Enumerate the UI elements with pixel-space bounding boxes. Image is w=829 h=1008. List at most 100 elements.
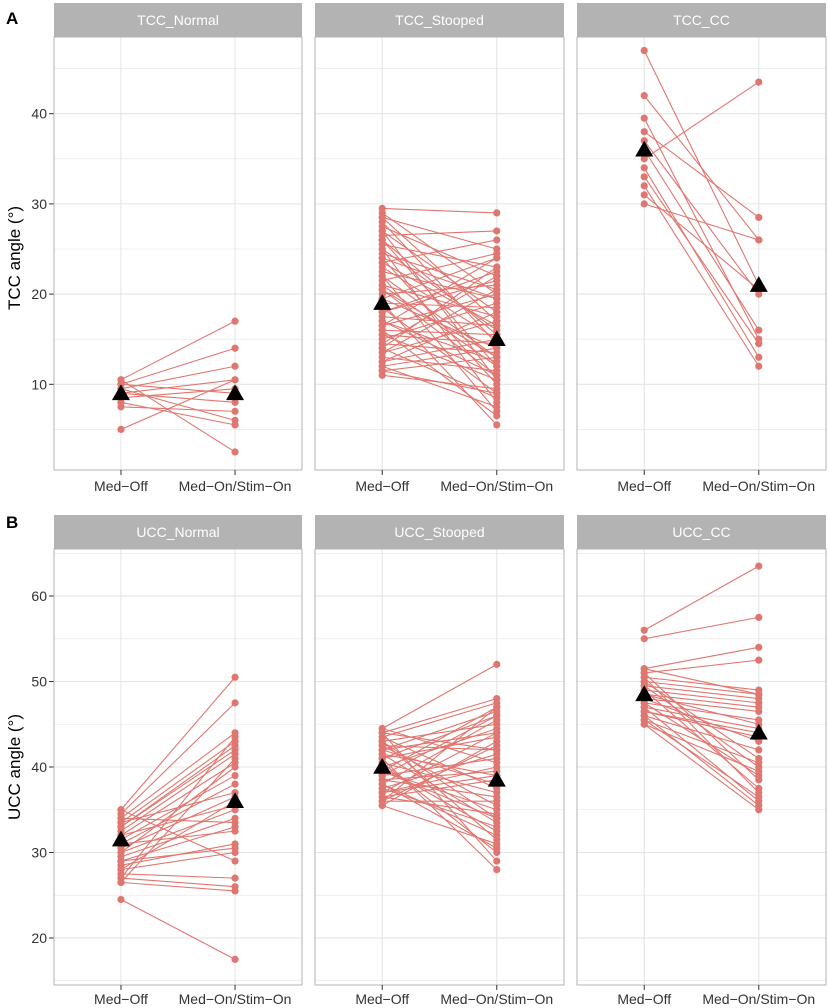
point-med-on-stim-on xyxy=(231,421,239,429)
point-med-off xyxy=(117,857,125,865)
subject-line xyxy=(643,176,760,345)
point-med-on-stim-on xyxy=(755,793,763,801)
subject-line xyxy=(644,698,759,742)
point-med-off xyxy=(117,376,125,384)
subject-line xyxy=(120,379,236,394)
subject-line xyxy=(382,252,497,282)
panel-UCC_Stooped: UCC_Stooped Med−Off Med−On/Stim−On xyxy=(314,515,565,1007)
point-med-off xyxy=(640,164,648,172)
point-med-on-stim-on xyxy=(493,295,501,303)
point-med-on-stim-on xyxy=(231,448,239,456)
point-med-off xyxy=(117,425,125,434)
point-med-on-stim-on xyxy=(493,263,501,271)
x-tick-label: Med−On/Stim−On xyxy=(702,478,815,494)
subject-line xyxy=(120,809,236,854)
point-med-on-stim-on xyxy=(493,308,501,316)
point-med-on-stim-on xyxy=(231,827,239,835)
point-med-off xyxy=(640,92,648,100)
point-med-on-stim-on xyxy=(493,814,501,822)
y-tick-label: 30 xyxy=(31,844,47,860)
subject-line xyxy=(643,95,760,241)
subject-line xyxy=(381,221,498,345)
mean-triangle xyxy=(226,384,245,401)
subject-line xyxy=(381,740,498,819)
subject-line xyxy=(644,685,759,700)
subject-line xyxy=(382,280,497,313)
point-med-off xyxy=(378,729,386,737)
mean-triangle xyxy=(226,792,245,808)
subject-line xyxy=(382,257,497,300)
subject-line xyxy=(120,762,236,836)
subject-line xyxy=(120,732,236,819)
point-med-off xyxy=(378,797,386,805)
point-med-off xyxy=(378,281,386,289)
subject-line xyxy=(120,877,236,888)
subject-line xyxy=(382,365,497,408)
subject-line xyxy=(120,881,236,892)
panel-UCC_CC: UCC_CC Med−Off Med−On/Stim−On xyxy=(576,515,827,1007)
panel-tag: A xyxy=(6,9,18,28)
point-med-on-stim-on xyxy=(755,806,763,814)
subject-line xyxy=(382,311,497,363)
point-med-on-stim-on xyxy=(755,763,763,771)
subject-line xyxy=(120,873,236,879)
x-tick-label: Med−Off xyxy=(94,991,148,1007)
point-med-off xyxy=(640,665,648,673)
y-axis-title: UCC angle (°) xyxy=(5,714,24,820)
subject-line xyxy=(382,736,497,789)
subject-line xyxy=(644,203,759,241)
point-med-off xyxy=(378,326,386,334)
mean-triangle xyxy=(749,276,768,292)
point-med-on-stim-on xyxy=(231,763,239,771)
point-med-on-stim-on xyxy=(493,865,501,874)
point-med-on-stim-on xyxy=(493,660,501,669)
facet-strip-label: TCC_Normal xyxy=(137,12,219,28)
point-med-off xyxy=(378,789,386,797)
point-med-on-stim-on xyxy=(755,353,763,361)
point-med-off xyxy=(117,818,125,827)
point-med-on-stim-on xyxy=(493,398,501,406)
subject-line xyxy=(643,702,760,777)
subject-line xyxy=(381,257,498,327)
subject-line xyxy=(382,702,497,738)
subject-line xyxy=(643,565,760,631)
point-med-on-stim-on xyxy=(493,353,501,361)
point-med-on-stim-on xyxy=(755,690,763,698)
point-med-on-stim-on xyxy=(231,407,239,415)
subject-line xyxy=(120,365,236,390)
subject-line xyxy=(643,706,760,802)
subject-line xyxy=(381,715,498,777)
subject-line xyxy=(381,320,498,376)
point-med-on-stim-on xyxy=(231,780,239,788)
point-med-on-stim-on xyxy=(755,236,763,244)
point-med-off xyxy=(378,746,386,754)
subject-line xyxy=(120,320,236,381)
point-med-off xyxy=(378,308,386,316)
point-med-on-stim-on xyxy=(493,759,501,767)
point-med-off xyxy=(117,865,125,874)
point-med-on-stim-on xyxy=(231,887,239,895)
subject-line xyxy=(120,847,236,862)
point-med-on-stim-on xyxy=(493,412,501,420)
subject-line xyxy=(120,809,236,862)
point-med-on-stim-on xyxy=(755,754,763,763)
chart-row-B: B UCC angle (°) 20 30 40 50 60 UCC_Normal Med−Of… xyxy=(5,513,827,1007)
point-med-off xyxy=(378,737,386,745)
panel-background xyxy=(577,37,826,470)
subject-line xyxy=(381,266,498,340)
subject-line xyxy=(644,646,759,670)
point-med-on-stim-on xyxy=(493,421,501,429)
subject-line xyxy=(120,379,236,453)
x-tick-label: Med−On/Stim−On xyxy=(440,991,553,1007)
point-med-off xyxy=(640,673,648,681)
y-tick-label: 20 xyxy=(31,286,47,302)
point-med-off xyxy=(378,254,386,262)
point-med-off xyxy=(117,806,125,814)
point-med-off xyxy=(640,46,648,55)
panel-TCC_Normal: TCC_Normal Med−Off Med−On/Stim−On xyxy=(53,3,303,494)
point-med-on-stim-on xyxy=(493,272,501,280)
subject-line xyxy=(382,252,497,291)
facet-strip xyxy=(315,515,564,549)
subject-line xyxy=(644,706,759,730)
subject-line xyxy=(644,710,759,738)
